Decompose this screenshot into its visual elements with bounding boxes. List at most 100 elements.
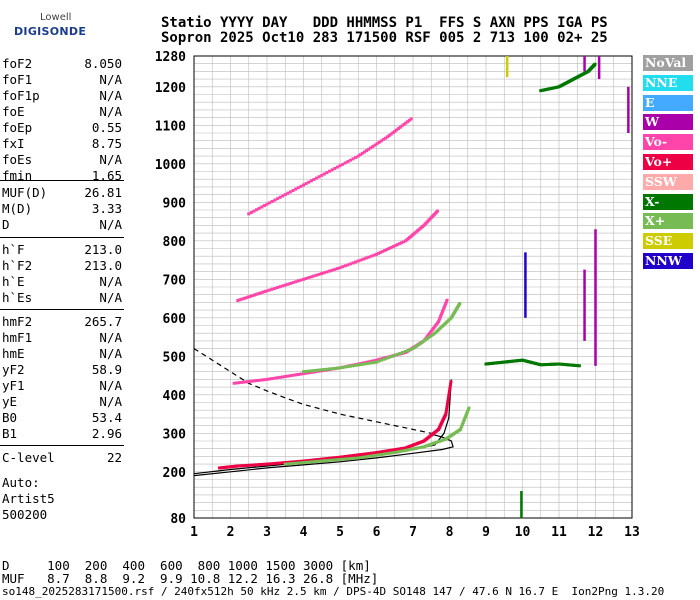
trace-point-3	[372, 360, 376, 364]
param-value: 213.0	[84, 258, 122, 273]
trace-point-4	[397, 242, 401, 246]
trace-point-3	[307, 369, 311, 373]
trace-point-3	[335, 366, 339, 370]
trace-point-5	[391, 131, 395, 135]
trace-point-7	[560, 362, 564, 366]
trace-point-5	[389, 132, 393, 136]
trace-point-0	[377, 450, 381, 454]
trace-point-0	[383, 449, 387, 453]
trace-point-0	[238, 464, 242, 468]
x-tick-label: 1	[190, 525, 198, 540]
header-row-labels: Statio YYYY DAY DDD HHMMSS P1 FFS S AXN …	[161, 15, 608, 31]
trace-point-1	[288, 462, 292, 466]
trace-point-0	[302, 459, 305, 463]
trace-point-4	[335, 267, 339, 271]
trace-point-1	[466, 409, 470, 413]
trace-point-4	[265, 289, 269, 293]
trace-point-3	[375, 360, 378, 364]
trace-point-5	[398, 125, 402, 129]
trace-point-4	[436, 209, 440, 213]
param-key: B0	[2, 410, 18, 425]
y-tick-label: 500	[163, 350, 187, 365]
trace-point-4	[338, 266, 342, 270]
trace-point-4	[309, 275, 313, 279]
trace-point-7	[557, 362, 561, 366]
trace-point-5	[409, 117, 413, 121]
y-tick-label: 1000	[155, 158, 186, 173]
trace-point-7	[559, 362, 563, 366]
trace-point-2	[258, 378, 262, 382]
trace-point-3	[377, 359, 381, 363]
trace-point-4	[257, 292, 261, 296]
trace-point-2	[441, 308, 445, 312]
trace-point-0	[356, 453, 360, 457]
trace-point-0	[335, 455, 339, 459]
trace-point-4	[275, 286, 279, 290]
trace-point-5	[268, 201, 272, 205]
trace-point-1	[380, 452, 384, 456]
param-value: N/A	[99, 152, 122, 167]
trace-point-5	[270, 199, 274, 203]
trace-point-1	[409, 447, 413, 451]
trace-point-1	[403, 448, 407, 452]
y-tick-label: 900	[163, 196, 187, 211]
trace-point-5	[265, 202, 269, 206]
trace-point-1	[296, 461, 300, 465]
trace-point-4	[393, 244, 397, 248]
trace-point-4	[315, 273, 319, 277]
trace-point-1	[348, 457, 352, 461]
trace-point-1	[291, 461, 295, 465]
trace-point-5	[255, 208, 259, 212]
trace-point-4	[354, 260, 358, 264]
trace-point-0	[338, 455, 342, 459]
x-tick-label: 6	[373, 525, 381, 540]
trace-point-0	[261, 462, 265, 466]
trace-point-3	[341, 365, 345, 369]
trace-point-3	[419, 341, 423, 345]
trace-point-2	[299, 372, 303, 376]
trace-point-0	[343, 455, 347, 459]
trace-point-0	[265, 462, 269, 466]
param-group1-6: foEs N/A	[2, 152, 122, 168]
trace-point-1	[430, 442, 434, 446]
trace-point-0	[248, 463, 252, 467]
trace-point-5	[252, 209, 256, 213]
trace-point-0	[369, 451, 373, 455]
trace-point-4	[351, 261, 355, 265]
trace-point-1	[414, 446, 418, 450]
trace-point-4	[312, 274, 316, 278]
trace-point-5	[257, 206, 261, 210]
trace-point-3	[369, 361, 373, 365]
param-group4-3: yF2 58.9	[2, 362, 122, 378]
trace-point-0	[255, 463, 259, 467]
trace-point-3	[431, 332, 435, 336]
trace-point-3	[304, 369, 308, 373]
trace-point-1	[466, 408, 470, 412]
trace-point-0	[281, 461, 285, 465]
x-tick-label: 2	[227, 525, 235, 540]
param-group3-0: h`F 213.0	[2, 242, 122, 258]
trace-point-2	[234, 381, 238, 385]
x-tick-label: 5	[336, 525, 344, 540]
trace-point-2	[270, 377, 274, 381]
trace-point-3	[315, 368, 319, 372]
param-key: h`E	[2, 274, 25, 289]
trace-point-5	[395, 128, 399, 132]
param-key: B1	[2, 426, 18, 441]
param-key: h`F2	[2, 258, 33, 273]
trace-point-1	[325, 459, 329, 463]
trace-point-1	[375, 453, 378, 457]
trace-point-0	[325, 457, 329, 461]
trace-point-0	[445, 405, 449, 409]
param-group1-0: foF2 8.050	[2, 56, 122, 72]
trace-point-1	[317, 459, 321, 463]
trace-point-4	[341, 265, 345, 269]
trace-point-0	[275, 461, 279, 465]
trace-point-3	[406, 349, 410, 353]
trace-point-1	[395, 450, 399, 454]
trace-point-2	[444, 300, 448, 304]
x-tick-label: 13	[624, 525, 640, 540]
trace-point-1	[459, 426, 463, 430]
trace-point-0	[446, 397, 450, 401]
trace-point-1	[330, 458, 334, 462]
